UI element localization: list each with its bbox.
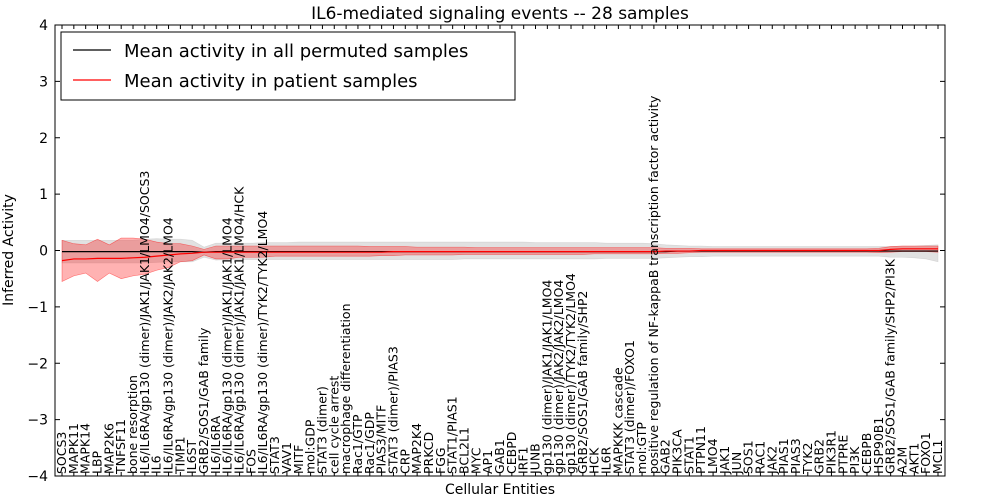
x-tick-label: SOS1: [741, 440, 756, 474]
y-tick-label: 3: [39, 74, 48, 90]
y-tick-label: 4: [39, 18, 48, 34]
x-tick-label: CEBPD: [504, 432, 519, 474]
x-tick-label: GRB2/SOS1/GAB family: [196, 327, 211, 474]
x-tick-label: STAT3: [267, 436, 282, 474]
x-tick-label: STAT1: [681, 436, 696, 474]
x-tick-label: FOXO1: [918, 432, 933, 474]
x-tick-label: IL6/IL6RA: [208, 415, 223, 474]
x-axis-label: Cellular Entities: [445, 482, 555, 498]
x-tick-label: LMO4: [705, 438, 720, 474]
y-tick-label: −4: [27, 469, 48, 485]
x-tick-label: IL6: [149, 455, 164, 474]
x-tick-label: GAB2: [658, 439, 673, 474]
x-tick-label: STAT3 (dimer)/FOXO1: [622, 340, 637, 474]
y-axis: 4 3 2 1 0 −1 −2 −3 −4: [27, 18, 945, 485]
band-patient: [61, 237, 939, 282]
y-tick-label: −2: [27, 356, 48, 372]
x-tick-label: A2M: [894, 447, 909, 474]
x-tick-label: IL6/IL6RA/gp130 (dimer)/JAK1/JAK1/LMO4/S…: [137, 171, 152, 474]
x-tick-label: TNFSF11: [113, 419, 128, 475]
x-tick-label: AKT1: [906, 443, 921, 474]
y-tick-label: −1: [27, 300, 48, 316]
y-tick-label: 0: [39, 244, 48, 260]
x-tick-label: HCK: [587, 447, 602, 474]
x-tick-label: PIAS3: [788, 438, 803, 474]
x-tick-label: IL6/IL6RA/gp130 (dimer)/JAK1/JAK1/LMO4/H…: [232, 186, 247, 474]
x-tick-label: gp130 (dimer)/JAK1/JAK1/LMO4: [539, 280, 554, 474]
x-tick-label: HSP90B1: [871, 417, 886, 474]
legend-label-permuted: Mean activity in all permuted samples: [124, 41, 468, 62]
x-tick-label: TYK2: [800, 443, 815, 475]
x-tick-label: FOS: [243, 449, 258, 474]
x-tick-label: MAPKKK cascade: [610, 367, 625, 474]
x-tick-label: MYC: [468, 447, 483, 474]
y-axis-label: Inferred Activity: [1, 194, 17, 306]
x-tick-label: STAT1/PIAS1: [445, 396, 460, 474]
x-tick-label: PIAS1: [776, 438, 791, 474]
y-tick-label: −3: [27, 413, 48, 429]
x-tick-label: GRB2/SOS1/GAB family/SHP2: [575, 291, 590, 474]
x-tick-label: PI3K: [847, 446, 862, 474]
x-tick-label: bone resorption: [125, 375, 140, 474]
x-tick-label: MAP2K4: [409, 423, 424, 474]
x-tick-label: STAT3 (dimer)/PIAS3: [385, 346, 400, 474]
x-tick-label: PRKCD: [421, 432, 436, 474]
x-tick-label: PIAS3/MITF: [374, 405, 389, 474]
x-tick-label: Rac1/GTP: [350, 414, 365, 474]
x-tick-label: MAPK14: [78, 423, 93, 474]
band-permuted: [61, 238, 939, 264]
legend: Mean activity in all permuted samples Me…: [60, 31, 516, 101]
x-tick-label: gp130 (dimer)/TYK2/TYK2/LMO4: [563, 273, 578, 474]
series-line-patient: [61, 248, 938, 262]
x-tick-label: mol:GDP: [303, 419, 318, 474]
x-tick-label: GAB1: [492, 439, 507, 474]
x-tick-label: BCL2L1: [456, 427, 471, 474]
bands-layer: [61, 237, 939, 282]
x-tick-label: MAPK11: [66, 423, 81, 474]
x-tick-label: IL6/IL6RA/gp130 (dimer)/JAK2/JAK2/LMO4: [161, 217, 176, 474]
x-tick-label: JUNB: [528, 443, 543, 475]
x-tick-label: IRF1: [516, 446, 531, 474]
legend-label-patient: Mean activity in patient samples: [124, 71, 418, 92]
x-tick-label: FGG: [433, 447, 448, 474]
x-tick-label: TIMP1: [172, 436, 187, 475]
x-tick-label: AP1: [480, 450, 495, 474]
y-tick-label: 1: [39, 187, 48, 203]
y-tick-label: 2: [39, 131, 48, 147]
x-tick-label: PTPRE: [835, 435, 850, 474]
x-tick-label: macrophage differentiation: [338, 303, 353, 474]
x-tick-label: IL6/IL6RA/gp130 (dimer)/JAK1/JAK1/LMO4: [220, 217, 235, 474]
x-tick-label: MITF: [291, 445, 306, 474]
x-tick-label: positive regulation of NF-kappaB transcr…: [646, 95, 661, 474]
x-tick-label: CRP: [397, 449, 412, 474]
x-tick-label: JUN: [729, 452, 744, 475]
legend-frame: [60, 31, 516, 101]
x-tick-label: GRB2/SOS1/GAB family/SHP2/PI3K: [883, 258, 898, 474]
x-tick-label: cell cycle arrest: [326, 376, 341, 474]
x-tick-label: IL6R: [599, 446, 614, 474]
x-tick-label: VAV1: [279, 442, 294, 474]
x-tick-label: PIK3CA: [670, 429, 685, 474]
x-tick-label: RAC1: [752, 441, 767, 474]
x-tick-label: IL6ST: [184, 439, 199, 474]
chart-title: IL6-mediated signaling events -- 28 samp…: [311, 4, 689, 24]
x-tick-label: LBP: [90, 450, 105, 474]
x-tick-label: MCL1: [930, 440, 945, 474]
x-tick-label: SOCS3: [54, 432, 69, 474]
x-tick-label: PTPN11: [693, 426, 708, 474]
x-tick-label: JAK1: [717, 446, 732, 475]
x-tick-label: Rac1/GDP: [362, 412, 377, 474]
x-tick-label: CEBPB: [859, 433, 874, 474]
x-tick-label: JAK2: [764, 446, 779, 475]
x-tick-label: MAP2K6: [101, 423, 116, 474]
x-tick-label: STAT3 (dimer): [314, 386, 329, 474]
x-tick-label: gp130 (dimer)/JAK2/JAK2/LMO4: [551, 280, 566, 474]
lines-layer: [61, 248, 938, 262]
x-tick-label: GRB2: [812, 439, 827, 474]
x-tick-label: PIK3R1: [823, 430, 838, 474]
x-tick-label: mol:GTP: [634, 422, 649, 474]
x-tick-label: IL6/IL6RA/gp130 (dimer)/TYK2/TYK2/LMO4: [255, 211, 270, 474]
